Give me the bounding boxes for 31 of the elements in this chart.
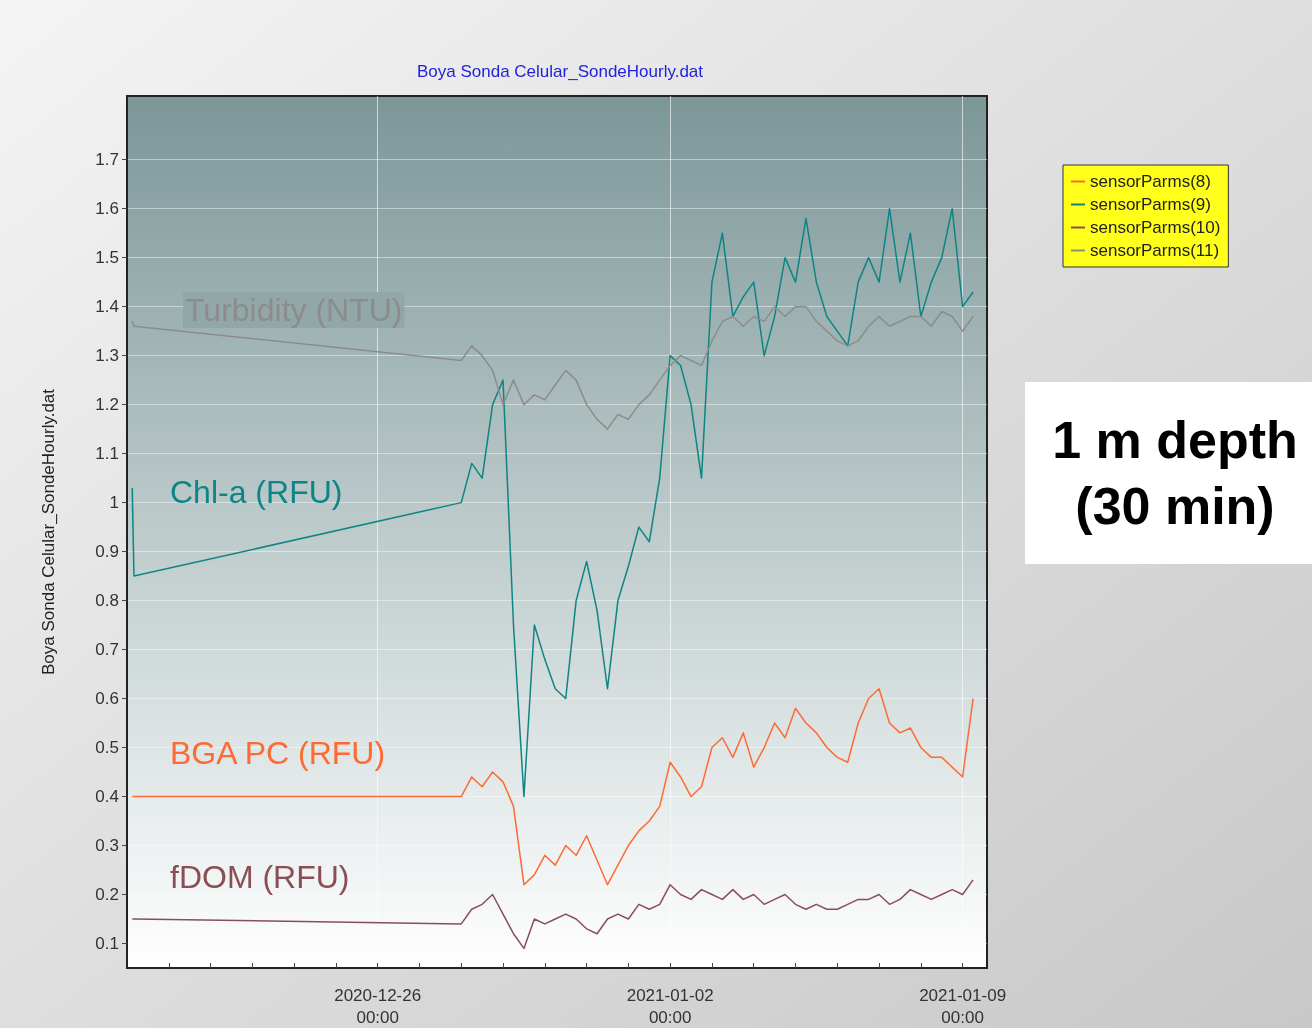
- chart-title: Boya Sonda Celular_SondeHourly.dat: [416, 62, 704, 81]
- legend-label: sensorParms(9): [1090, 195, 1211, 214]
- y-tick-label: 0.4: [95, 787, 119, 807]
- annotation: Chl-a (RFU): [170, 474, 343, 510]
- legend-label: sensorParms(8): [1090, 172, 1211, 191]
- y-tick-label: 1: [109, 493, 119, 513]
- y-tick-label: 0.7: [95, 640, 119, 660]
- y-axis-title: Boya Sonda Celular_SondeHourly.dat: [39, 388, 58, 676]
- line-series: [131, 207, 974, 798]
- y-tick-label: 1.7: [95, 150, 119, 170]
- y-tick-label: 0.5: [95, 738, 119, 758]
- y-tick-label: 0.2: [95, 885, 119, 905]
- x-tick-label: 2021-01-09 00:00: [919, 985, 1007, 1027]
- y-tick-label: 1.2: [95, 395, 119, 415]
- y-tick-label: 1.5: [95, 248, 119, 268]
- y-tick-label: 1.3: [95, 346, 119, 366]
- annotation: fDOM (RFU): [170, 859, 350, 895]
- y-tick-label: 0.6: [95, 689, 119, 709]
- text: 1 m depth (30 min): [1052, 411, 1298, 535]
- legend-label: sensorParms(10): [1090, 218, 1221, 237]
- x-tick-label: 2021-01-02 00:00: [626, 985, 714, 1027]
- y-tick-label: 0.8: [95, 591, 119, 611]
- y-tick-label: 0.9: [95, 542, 119, 562]
- y-tick-label: 1.4: [95, 297, 119, 317]
- y-tick-label: 1.6: [95, 199, 119, 219]
- y-tick-label: 1.1: [95, 444, 119, 464]
- legend-label: sensorParms(11): [1090, 241, 1220, 260]
- y-tick-label: 0.3: [95, 836, 119, 856]
- y-tick-label: 0.1: [95, 934, 119, 954]
- annotation: BGA PC (RFU): [170, 735, 386, 771]
- x-tick-label: 2020-12-26 00:00: [334, 985, 422, 1027]
